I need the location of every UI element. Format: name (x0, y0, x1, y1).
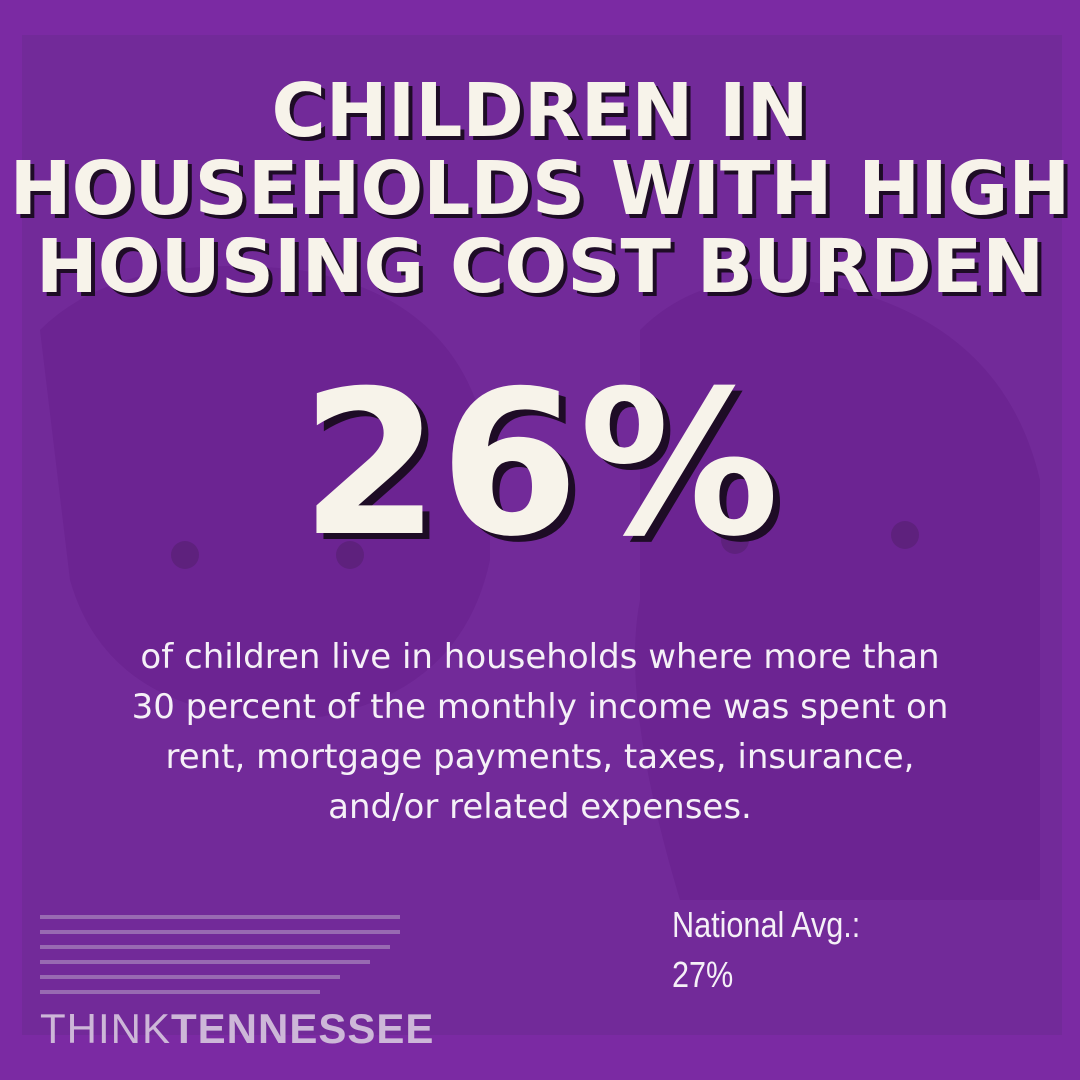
description-line: of children live in households where mor… (140, 637, 940, 677)
logo-part: THINK (40, 1005, 171, 1052)
description-line: 30 percent of the monthly income was spe… (131, 687, 949, 727)
logo: THINKTENNESSEE (40, 1005, 434, 1053)
title-line: CHILDREN IN (271, 68, 809, 154)
description-line: rent, mortgage payments, taxes, insuranc… (165, 737, 915, 777)
logo-part: TENNESSEE (171, 1005, 435, 1052)
stat-value: 26% (300, 348, 780, 581)
description-line: and/or related expenses. (328, 787, 752, 827)
description: of children live in households where mor… (0, 632, 1080, 832)
national-value: 27% (672, 954, 734, 995)
title-line: HOUSING COST BURDEN (35, 224, 1045, 310)
national-label: National Avg.: (672, 904, 861, 945)
national-average: National Avg.: 27% (672, 900, 860, 1000)
title: CHILDREN IN HOUSEHOLDS WITH HIGH HOUSING… (0, 72, 1080, 306)
title-line: HOUSEHOLDS WITH HIGH (9, 146, 1071, 232)
